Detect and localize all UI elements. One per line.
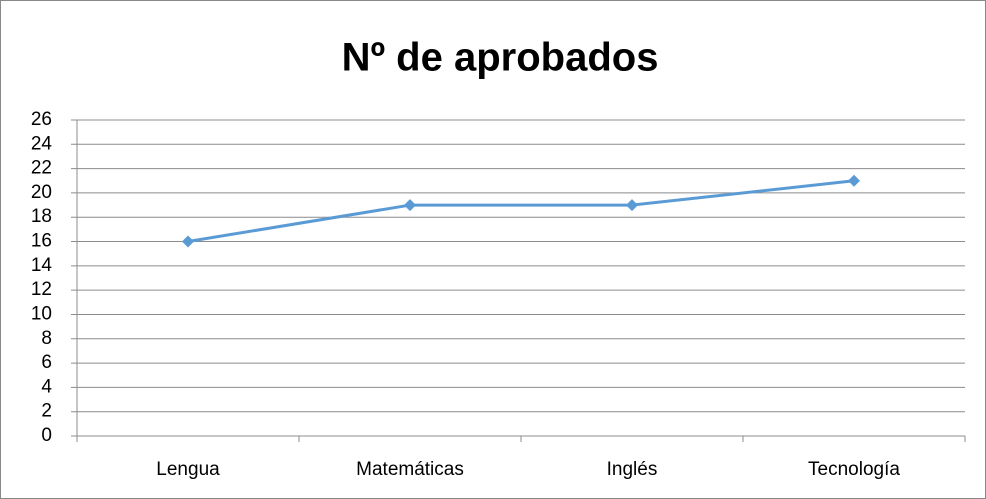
y-tick-label: 4: [41, 376, 52, 397]
y-tick-label: 24: [31, 133, 53, 154]
chart-title: Nº de aprobados: [342, 36, 659, 80]
x-tick-label: Inglés: [607, 459, 658, 480]
y-tick-label: 26: [31, 109, 52, 130]
y-tick-label: 8: [41, 328, 52, 349]
y-tick-label: 14: [31, 255, 53, 276]
data-marker: [182, 235, 194, 248]
y-tick-label: 6: [41, 352, 52, 373]
y-tick-label: 0: [41, 425, 52, 446]
y-tick-label: 18: [31, 206, 52, 227]
y-tick-label: 12: [31, 279, 52, 300]
data-marker: [848, 174, 860, 187]
data-marker: [404, 199, 416, 212]
data-marker: [626, 199, 638, 212]
y-tick-label: 16: [31, 231, 52, 252]
y-tick-label: 10: [31, 303, 52, 324]
y-tick-label: 2: [41, 401, 52, 422]
x-tick-label: Tecnología: [808, 459, 900, 480]
y-tick-label: 20: [31, 182, 52, 203]
x-tick-label: Lengua: [156, 459, 220, 480]
y-tick-label: 22: [31, 158, 52, 179]
data-line: [187, 179, 855, 244]
x-tick-label: Matemáticas: [356, 459, 464, 480]
